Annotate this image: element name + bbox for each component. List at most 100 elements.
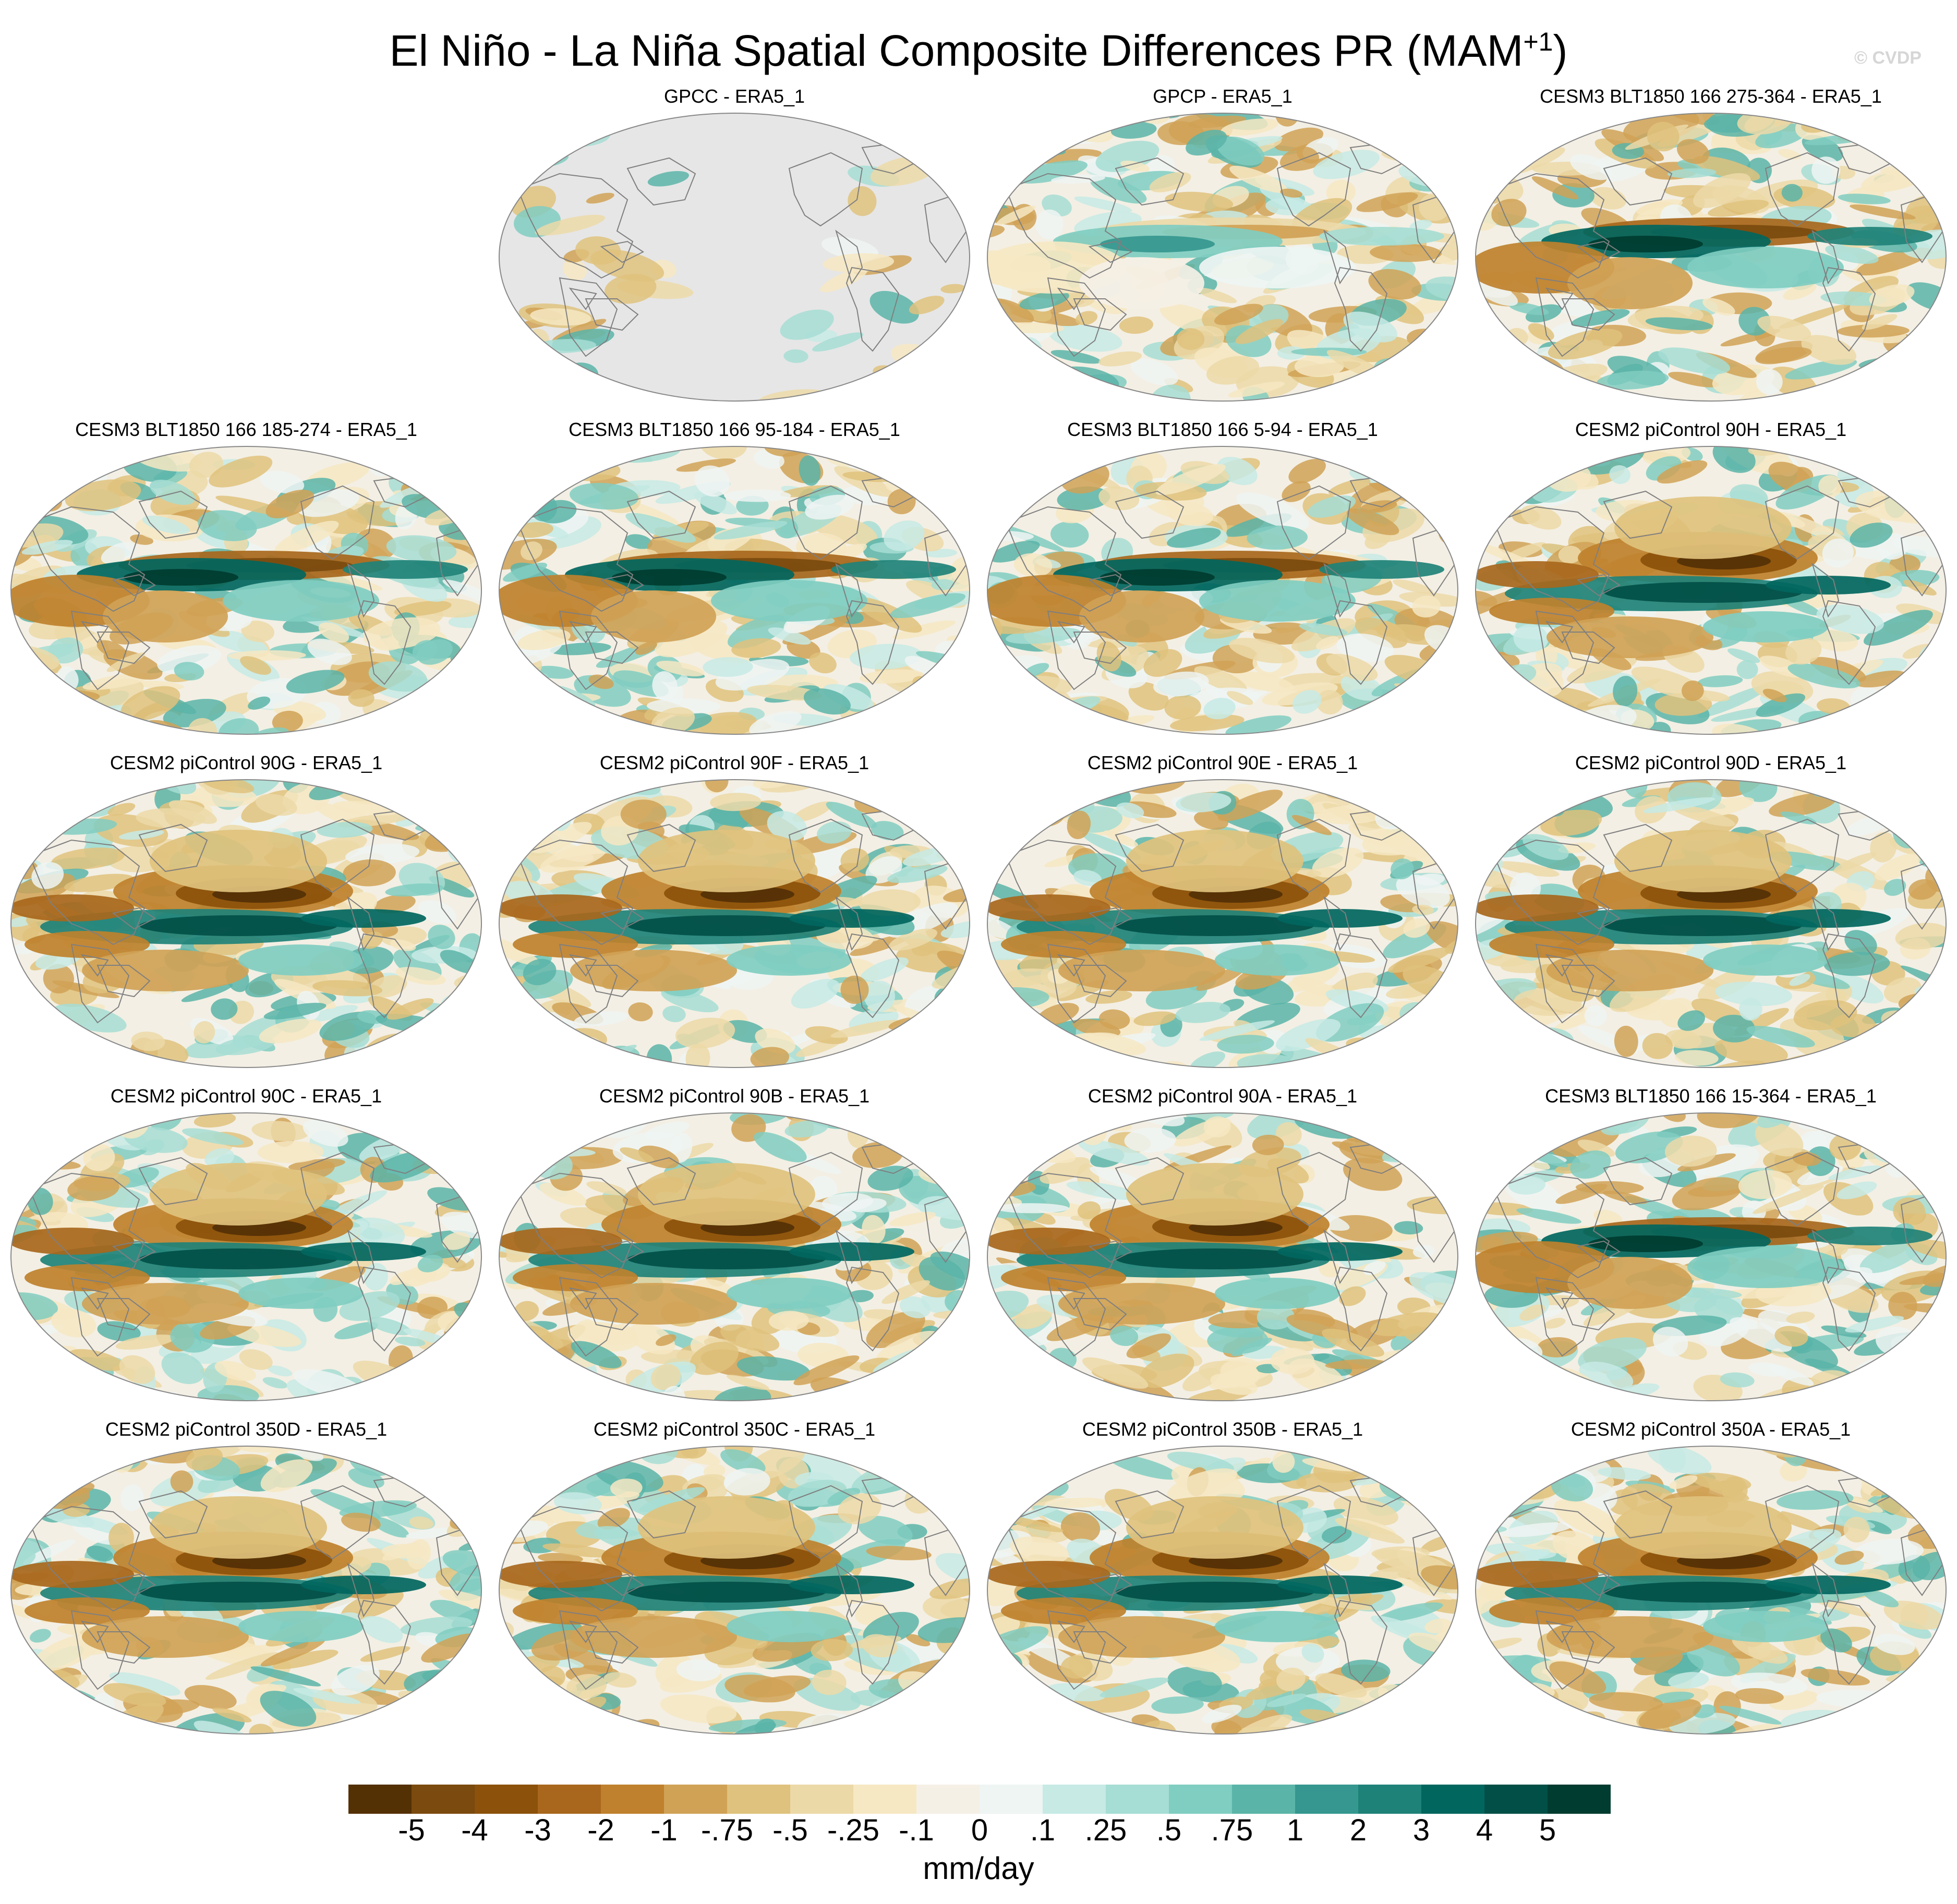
anomaly-patch	[1556, 780, 1598, 796]
anomaly-patch	[906, 1115, 954, 1141]
coastline	[1073, 965, 1127, 998]
anomaly-patch	[257, 1141, 324, 1163]
anomaly-patch	[438, 1143, 480, 1166]
map-border	[1475, 1112, 1947, 1401]
anomaly-patch	[1313, 150, 1380, 179]
anomaly-patch	[29, 1629, 51, 1643]
anomaly-patch	[605, 274, 657, 304]
coastline	[1822, 933, 1876, 1018]
colorbar-tick-label: 5	[1539, 1813, 1556, 1847]
anomaly-patch	[1368, 269, 1421, 300]
anomaly-patch	[1375, 1378, 1426, 1401]
coastline	[1493, 1172, 1610, 1279]
anomaly-patch	[306, 1005, 358, 1022]
anomaly-patch	[232, 1015, 286, 1048]
anomaly-patch	[1143, 649, 1182, 677]
coastline	[1005, 173, 1122, 279]
anomaly-patch	[864, 1382, 887, 1401]
map-border	[499, 1112, 970, 1401]
enso-anomaly-band	[1199, 247, 1356, 288]
anomaly-patch	[398, 1690, 446, 1712]
coastline	[600, 240, 644, 263]
anomaly-patch	[714, 520, 788, 540]
anomaly-patch	[820, 268, 868, 293]
anomaly-patch	[385, 883, 444, 896]
anomaly-patch	[416, 1450, 479, 1481]
anomaly-patch	[959, 1021, 970, 1046]
anomaly-patch	[439, 1368, 481, 1399]
colorbar-swatch	[1106, 1785, 1169, 1814]
anomaly-patch	[1437, 1712, 1458, 1729]
anomaly-patch	[620, 799, 667, 829]
anomaly-patch	[1672, 1177, 1743, 1210]
anomaly-patch	[454, 681, 481, 699]
anomaly-patch	[1066, 1181, 1141, 1200]
colorbar-tick-label: 0	[971, 1813, 988, 1847]
anomaly-patch	[198, 510, 257, 541]
anomaly-patch	[1383, 118, 1443, 153]
anomaly-patch	[1151, 1696, 1204, 1714]
anomaly-patch	[889, 1211, 936, 1227]
anomaly-patch	[1485, 1146, 1506, 1161]
anomaly-patch	[1343, 1158, 1403, 1191]
anomaly-patch	[840, 848, 869, 872]
coastline	[1545, 954, 1574, 977]
anomaly-patch	[382, 1542, 421, 1561]
anomaly-patch	[1098, 486, 1140, 511]
anomaly-patch	[1124, 1127, 1176, 1153]
anomaly-patch	[586, 1181, 627, 1195]
enso-anomaly-band	[301, 1242, 426, 1261]
anomaly-patch	[1175, 1002, 1230, 1023]
anomaly-patch	[1816, 604, 1884, 634]
coastline	[1811, 563, 1840, 618]
anomaly-patch	[307, 638, 352, 665]
enso-anomaly-band	[1604, 582, 1802, 603]
coastline	[517, 1172, 634, 1279]
anomaly-patch	[442, 1232, 470, 1250]
anomaly-patch	[1931, 526, 1946, 536]
anomaly-patch	[557, 1390, 626, 1401]
anomaly-patch	[1531, 176, 1579, 200]
coastline	[1603, 490, 1673, 539]
anomaly-patch	[499, 379, 517, 389]
anomaly-patch	[946, 656, 970, 673]
anomaly-patch	[993, 1446, 1049, 1468]
anomaly-patch	[887, 489, 916, 515]
anomaly-patch	[1416, 1136, 1458, 1155]
anomaly-patch	[108, 1522, 134, 1553]
anomaly-patch	[241, 621, 274, 642]
map-panel-title: CESM2 piControl 350C - ERA5_1	[593, 1418, 876, 1440]
anomaly-patch	[1516, 1208, 1581, 1224]
anomaly-patch	[411, 1446, 481, 1469]
anomaly-patch	[864, 980, 895, 1012]
anomaly-patch	[499, 787, 548, 820]
anomaly-patch	[849, 1198, 887, 1212]
enso-anomaly-band	[987, 1228, 1110, 1255]
anomaly-patch	[1476, 132, 1514, 169]
anomaly-patch	[1850, 523, 1893, 548]
coastline	[300, 1151, 375, 1227]
coastline	[112, 574, 156, 597]
coastline	[1576, 240, 1621, 263]
anomaly-patch	[11, 1708, 69, 1734]
enso-anomaly-band	[638, 830, 815, 892]
anomaly-patch	[1737, 389, 1768, 401]
anomaly-patch	[1050, 522, 1089, 548]
coastline	[517, 839, 634, 945]
anomaly-patch	[575, 236, 621, 265]
anomaly-patch	[1746, 1026, 1815, 1048]
enso-anomaly-band	[570, 1283, 737, 1325]
anomaly-patch	[987, 1162, 1022, 1177]
anomaly-patch	[1848, 446, 1904, 460]
anomaly-patch	[851, 1635, 901, 1648]
anomaly-patch	[525, 1113, 590, 1131]
map-panel: CESM2 piControl 90B - ERA5_1	[494, 1085, 974, 1408]
anomaly-patch	[450, 1456, 481, 1475]
enso-anomaly-band	[238, 944, 364, 976]
coastline	[357, 933, 412, 1018]
anomaly-patch	[194, 1113, 236, 1128]
anomaly-patch	[1373, 378, 1435, 396]
enso-anomaly-band	[1588, 236, 1703, 252]
coastline	[1561, 1298, 1615, 1331]
anomaly-patch	[823, 253, 895, 273]
